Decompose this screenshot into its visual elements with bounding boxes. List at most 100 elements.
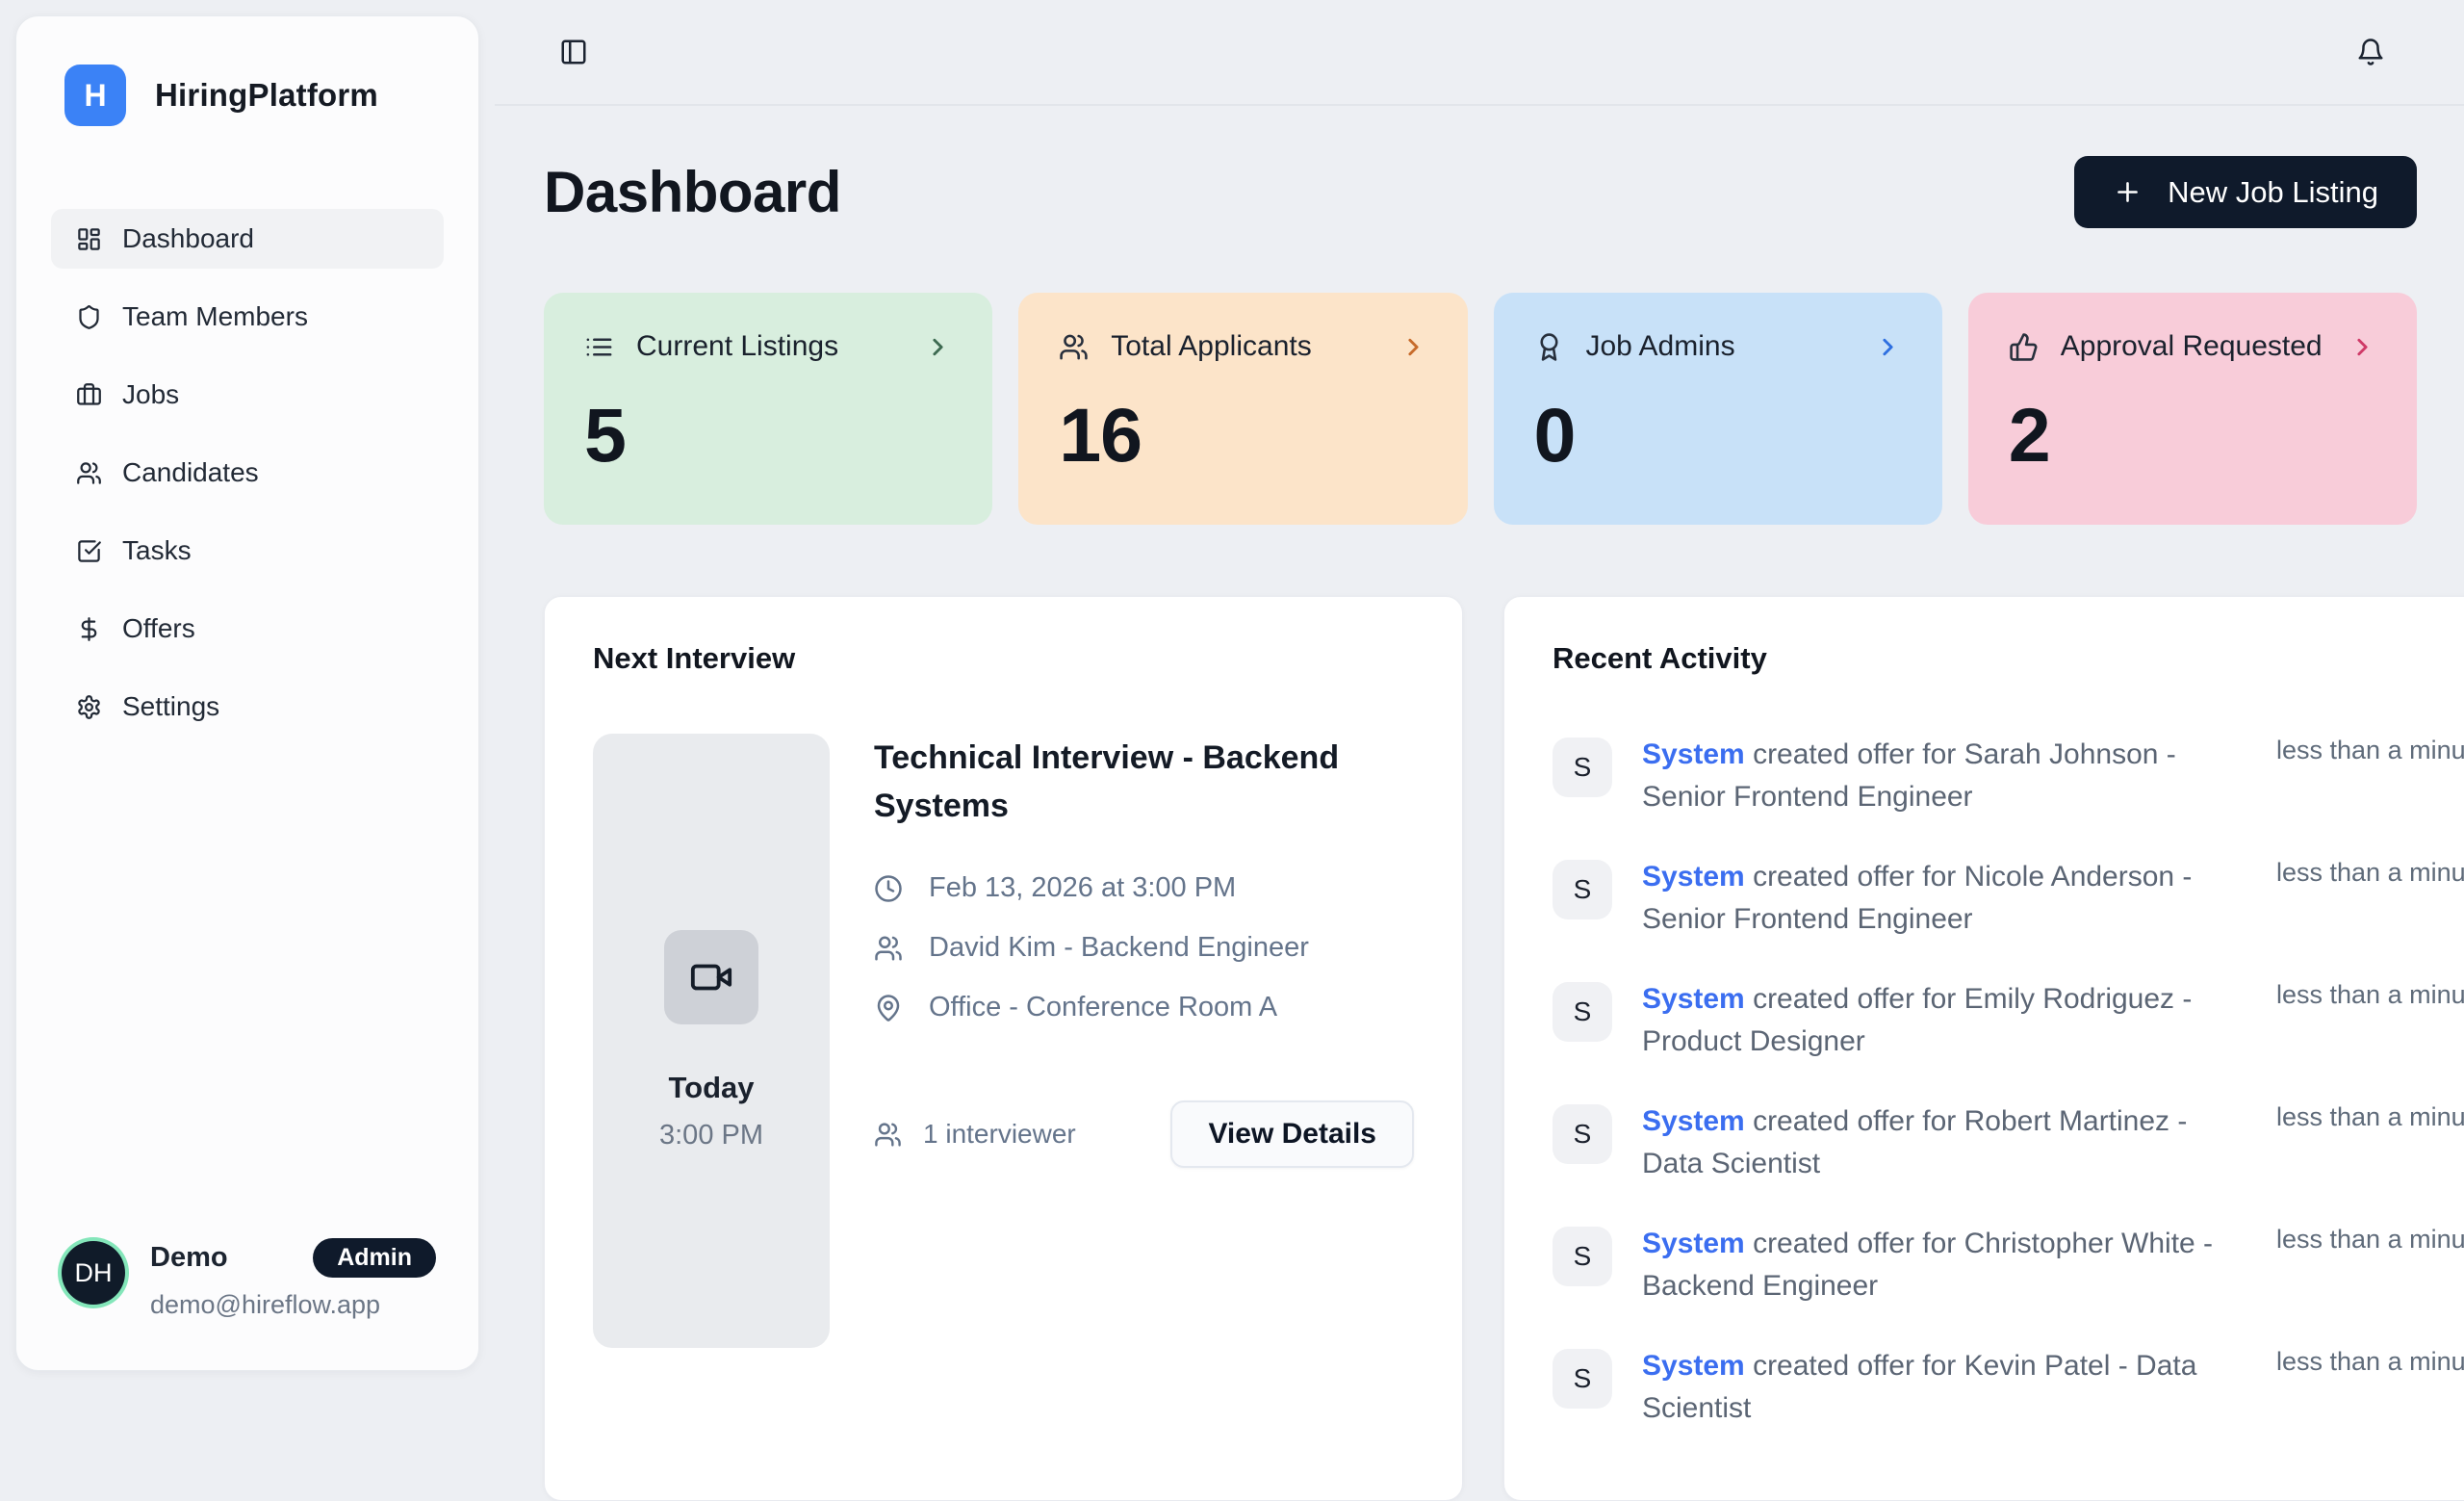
chevron-right-icon — [933, 338, 943, 355]
view-details-button[interactable]: View Details — [1170, 1100, 1414, 1168]
page-header: Dashboard New Job Listing — [544, 156, 2417, 228]
users-icon — [1060, 334, 1088, 359]
activity-item: S System created offer for Nicole Anders… — [1553, 856, 2464, 941]
gear-icon — [78, 694, 100, 719]
chevron-right-icon — [1883, 338, 1893, 355]
user-name: Demo — [150, 1242, 228, 1273]
stat-label: Job Admins — [1585, 330, 1735, 362]
stat-card-job-admins[interactable]: Job Admins 0 — [1493, 293, 1942, 525]
activity-actor-link[interactable]: System — [1642, 1228, 1745, 1259]
layout-dashboard-icon — [78, 227, 100, 250]
interview-candidate-row: David Kim - Backend Engineer — [874, 932, 1414, 964]
stat-card-current-listings[interactable]: Current Listings 5 — [544, 293, 993, 525]
users-icon — [875, 936, 902, 960]
dollar-icon — [81, 616, 97, 641]
activity-actor-link[interactable]: System — [1642, 1350, 1745, 1382]
interviewer-count: 1 interviewer — [874, 1119, 1076, 1150]
brand: H HiringPlatform — [16, 16, 478, 126]
sidebar-item-jobs[interactable]: Jobs — [51, 365, 444, 425]
activity-text: created offer for Nicole Anderson - Seni… — [1642, 861, 2193, 935]
user-email: demo@hireflow.app — [150, 1290, 381, 1319]
sidebar-item-candidates[interactable]: Candidates — [51, 443, 444, 503]
activity-text: created offer for Sarah Johnson - Senior… — [1642, 738, 2176, 813]
stat-card-total-applicants[interactable]: Total Applicants 16 — [1018, 293, 1468, 525]
interviewer-count-label: 1 interviewer — [923, 1119, 1076, 1149]
interview-datetime: Feb 13, 2026 at 3:00 PM — [929, 872, 1237, 903]
sidebar-item-team-members[interactable]: Team Members — [51, 287, 444, 347]
bell-icon — [2358, 39, 2383, 65]
page-title: Dashboard — [544, 160, 841, 224]
stat-value: 16 — [1059, 392, 1142, 478]
sidebar-item-tasks[interactable]: Tasks — [51, 521, 444, 581]
interview-datetime-row: Feb 13, 2026 at 3:00 PM — [874, 872, 1414, 904]
activity-actor-link[interactable]: System — [1642, 738, 1745, 770]
role-badge: Admin — [313, 1238, 436, 1278]
stat-value: 0 — [1533, 392, 1577, 478]
activity-list: S System created offer for Sarah Johnson… — [1553, 734, 2464, 1430]
interview-location: Office - Conference Room A — [929, 992, 1278, 1022]
sidebar-item-offers[interactable]: Offers — [51, 599, 444, 659]
activity-text: created offer for Christopher White - Ba… — [1642, 1228, 2214, 1302]
sidebar-toggle-button[interactable] — [553, 32, 594, 72]
main-area: Dashboard New Job Listing Current Listin… — [495, 0, 2464, 1501]
stat-card-approval-requested[interactable]: Approval Requested 2 — [1967, 293, 2417, 525]
sidebar-nav: Dashboard Team Members Jobs Candidates T… — [16, 209, 478, 737]
square-check-icon — [78, 539, 101, 562]
sidebar-item-dashboard[interactable]: Dashboard — [51, 209, 444, 269]
sidebar-item-label: Team Members — [122, 301, 308, 331]
dashboard-columns: Next Interview Today 3:00 PM Technical I… — [544, 596, 2464, 1501]
activity-item: S System created offer for Sarah Johnson… — [1553, 734, 2464, 818]
interview-date-tile: Today 3:00 PM — [593, 734, 830, 1348]
sidebar-item-label: Candidates — [122, 457, 259, 487]
new-job-listing-button[interactable]: New Job Listing — [2074, 156, 2417, 228]
activity-actor-link[interactable]: System — [1642, 861, 1745, 893]
avatar: DH — [62, 1241, 125, 1305]
users-icon — [77, 461, 101, 484]
sidebar-item-label: Dashboard — [122, 223, 254, 253]
activity-timestamp: less than a minute ago — [2276, 1225, 2464, 1254]
activity-avatar: S — [1553, 1104, 1612, 1164]
new-job-listing-label: New Job Listing — [2168, 174, 2378, 209]
stat-value: 2 — [2008, 392, 2051, 478]
brand-logo: H — [64, 65, 126, 126]
user-info: Demo Admin demo@hireflow.app — [150, 1238, 436, 1320]
sidebar: H HiringPlatform Dashboard Team Members … — [15, 15, 479, 1371]
page-content: Dashboard New Job Listing Current Listin… — [495, 106, 2464, 1501]
award-icon — [1539, 332, 1558, 361]
sidebar-item-label: Jobs — [122, 379, 180, 409]
stats-row: Current Listings 5 Total Applicants 16 J… — [544, 293, 2417, 525]
recent-activity-panel: Recent Activity S System created offer f… — [1503, 596, 2464, 1501]
stat-label: Total Applicants — [1111, 330, 1312, 362]
video-tile — [664, 930, 758, 1024]
activity-item: S System created offer for Robert Martin… — [1553, 1100, 2464, 1185]
activity-timestamp: less than a minute ago — [2276, 980, 2464, 1009]
next-interview-panel: Next Interview Today 3:00 PM Technical I… — [544, 596, 1463, 1501]
user-profile[interactable]: DH Demo Admin demo@hireflow.app — [16, 1196, 478, 1370]
activity-timestamp: less than a minute ago — [2276, 858, 2464, 887]
sidebar-item-label: Tasks — [122, 535, 192, 565]
notifications-button[interactable] — [2350, 32, 2391, 72]
activity-avatar: S — [1553, 860, 1612, 919]
activity-item: S System created offer for Emily Rodrigu… — [1553, 978, 2464, 1063]
briefcase-icon — [77, 382, 101, 405]
interview-time: 3:00 PM — [659, 1120, 763, 1151]
chevron-right-icon — [1407, 338, 1419, 355]
activity-timestamp: less than a minute ago — [2276, 1347, 2464, 1376]
stat-value: 5 — [584, 392, 627, 478]
activity-text: created offer for Robert Martinez - Data… — [1642, 1105, 2188, 1179]
interview-location-row: Office - Conference Room A — [874, 992, 1414, 1023]
recent-activity-title: Recent Activity — [1553, 641, 1767, 675]
map-pin-icon — [877, 994, 900, 1022]
sidebar-item-label: Settings — [122, 691, 220, 721]
activity-text: created offer for Emily Rodriguez - Prod… — [1642, 983, 2193, 1057]
activity-actor-link[interactable]: System — [1642, 1105, 1745, 1137]
activity-item: S System created offer for Kevin Patel -… — [1553, 1345, 2464, 1430]
activity-actor-link[interactable]: System — [1642, 983, 1745, 1015]
sidebar-item-settings[interactable]: Settings — [51, 677, 444, 737]
video-icon — [690, 964, 732, 991]
users-icon — [875, 1122, 901, 1147]
brand-logo-letter: H — [84, 77, 107, 113]
brand-name: HiringPlatform — [155, 77, 378, 113]
stat-label: Approval Requested — [2060, 330, 2323, 362]
activity-item: S System created offer for Christopher W… — [1553, 1223, 2464, 1307]
